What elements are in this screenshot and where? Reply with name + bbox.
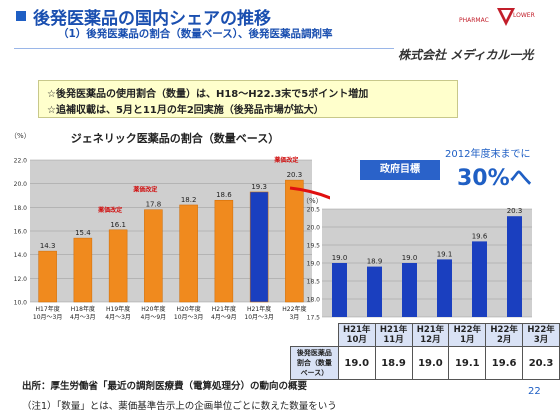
bar-value-label: 18.9 [367, 258, 383, 266]
bar [402, 263, 417, 317]
bar [285, 179, 304, 303]
company-logo: PHARMAC LOWER [459, 8, 535, 26]
y-tick-label: 20.5 [307, 207, 321, 214]
y-tick-label: 19.5 [307, 243, 321, 250]
footnote: （注1）「数量」とは、薬価基準告示上の企画単位ごとに数えた数量をいう [22, 401, 337, 412]
table-cell: 19.0 [337, 346, 376, 380]
company-name: 株式会社 メディカル一光 [398, 48, 534, 62]
bar-value-label: 14.3 [40, 242, 56, 250]
y-axis-label: （%） [302, 197, 323, 205]
x-tick-label: 3月 [289, 314, 299, 321]
bar-value-label: 19.6 [472, 232, 488, 240]
generic-share-bar-chart: ジェネリック医薬品の割合（数量ベース） （%） 22.0 20.0 18.0 16.0 14… [10, 131, 330, 321]
bar [437, 259, 452, 317]
bar-value-label: 19.1 [437, 250, 453, 258]
summary-note-box: ☆後発医薬品の使用割合（数量）は、H18～H22.3末で5ポイント増加 ☆追補収… [38, 80, 458, 118]
goal-label: 政府目標 [360, 160, 440, 180]
note-line: ☆後発医薬品の使用割合（数量）は、H18～H22.3末で5ポイント増加 [47, 89, 369, 100]
chart-title: ジェネリック医薬品の割合（数量ベース） [71, 131, 279, 145]
trend-arrow [289, 186, 330, 200]
source-note: 出所：厚生労働省「最近の調剤医療費（電算処理分）の動向の概要 [22, 381, 308, 392]
bar [472, 241, 487, 317]
y-tick-label: 18.5 [307, 279, 321, 286]
x-tick-label: H19年度 [106, 305, 130, 313]
table-cell: 18.9 [374, 346, 413, 380]
price-revision-label: 薬価改定 [273, 156, 298, 164]
y-tick-label: 18.0 [307, 297, 321, 304]
x-tick-label: 10月～3月 [244, 314, 273, 321]
table-cell: 19.6 [485, 346, 524, 380]
bar [144, 209, 163, 303]
bar-value-label: 19.3 [251, 183, 267, 191]
table-cell: 19.1 [448, 346, 487, 380]
bar-value-label: 20.3 [507, 207, 523, 215]
page-subtitle: （1）後発医薬品の割合（数量ベース）、後発医薬品調剤率 [58, 28, 333, 40]
page-number: 22 [528, 386, 541, 397]
y-tick-label: 18.0 [14, 205, 28, 212]
bar-value-label: 18.2 [181, 196, 197, 204]
x-tick-label: H20年度 [141, 305, 165, 313]
table-col-header: H22年 2月 [485, 323, 524, 347]
table-col-header: H21年 11月 [374, 323, 413, 347]
bar [179, 204, 198, 303]
goal-value: 30%へ [457, 166, 532, 191]
x-tick-label: 4月～9月 [211, 314, 237, 321]
table-col-header: H21年 10月 [337, 323, 376, 347]
x-tick-label: H20年度 [177, 305, 201, 313]
x-tick-label: H21年度 [212, 305, 236, 313]
table-col-header: H22年 3月 [522, 323, 560, 347]
share-table: H21年 10月 H21年 11月 H21年 12月 H22年 1月 H22年 … [290, 323, 560, 380]
y-tick-label: 19.0 [307, 261, 321, 268]
x-tick-label: 4月～3月 [70, 314, 96, 321]
bar [214, 199, 234, 303]
bar-value-label: 19.0 [402, 254, 418, 262]
logo-text: PHARMAC [459, 17, 489, 24]
page-title: 後発医薬品の国内シェアの推移 [33, 9, 271, 29]
bar-value-label: 19.0 [332, 254, 348, 262]
y-tick-label: 10.0 [14, 300, 28, 307]
bar [367, 266, 382, 317]
table-col-header: H21年 12月 [411, 323, 450, 347]
x-tick-label: H22年度 [282, 305, 306, 313]
y-tick-label: 20.0 [14, 181, 28, 188]
monthly-share-bar-chart: （%） 20.5 20.0 19.5 19.0 18.5 18.0 17.5 19.0 18.9 1… [302, 197, 532, 322]
y-tick-label: 14.0 [14, 252, 28, 259]
note-line: ☆追補収載は、5月と11月の年2回実施（後発品市場が拡大） [47, 105, 324, 116]
bar-value-label: 20.3 [287, 171, 303, 179]
x-tick-label: 4月～3月 [105, 314, 131, 321]
bar-value-label: 17.8 [146, 201, 162, 209]
bar [249, 191, 269, 303]
x-tick-label: 10月～3月 [174, 314, 203, 321]
title-bullet [16, 11, 26, 21]
y-tick-label: 12.0 [14, 276, 28, 283]
bar [73, 237, 93, 303]
y-tick-label: 20.0 [307, 225, 321, 232]
table-row-header: 後発医薬品割合（数量ベース） [290, 346, 339, 380]
goal-text: 2012年度末までに [445, 149, 531, 160]
table-cell: 19.0 [411, 346, 450, 380]
title-underline [14, 48, 394, 49]
bar-value-label: 15.4 [75, 229, 91, 237]
y-tick-label: 17.5 [307, 315, 321, 322]
price-revision-label: 薬価改定 [132, 186, 157, 194]
x-tick-label: 10月～3月 [33, 314, 62, 321]
y-tick-label: 16.0 [14, 229, 28, 236]
table-cell: 20.3 [522, 346, 560, 380]
x-tick-label: H18年度 [71, 305, 95, 313]
bar-value-label: 18.6 [216, 191, 232, 199]
bar [38, 250, 57, 303]
y-tick-label: 22.0 [14, 158, 28, 165]
x-tick-label: 4月～9月 [141, 314, 167, 321]
price-revision-label: 薬価改定 [97, 206, 122, 214]
x-tick-label: H21年度 [247, 305, 271, 313]
svg-text:LOWER: LOWER [513, 12, 535, 19]
table-col-header: H22年 1月 [448, 323, 487, 347]
y-axis-label: （%） [10, 132, 31, 140]
bar [108, 229, 128, 303]
x-tick-label: H17年度 [36, 305, 60, 313]
bar [332, 263, 347, 317]
bar [507, 216, 522, 317]
bar-value-label: 16.1 [110, 221, 126, 229]
